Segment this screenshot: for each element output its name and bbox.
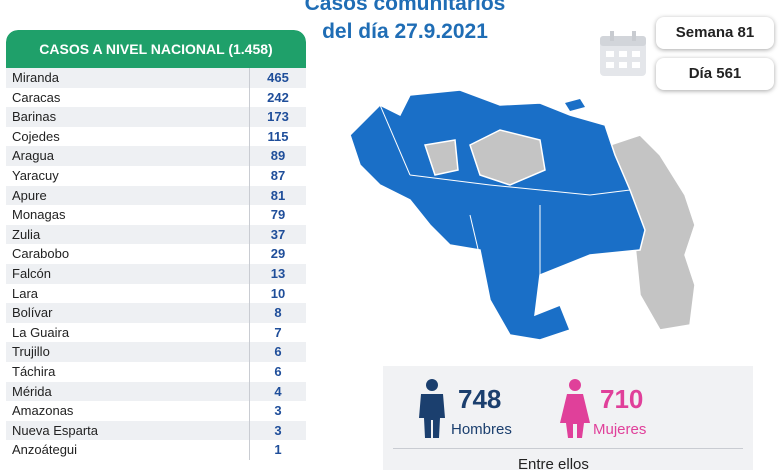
table-row: Falcón 13 [6, 263, 306, 284]
table-row: Apure 81 [6, 185, 306, 206]
table-row: Amazonas 3 [6, 401, 306, 421]
state-name: Táchira [6, 361, 250, 382]
case-count: 3 [274, 422, 282, 438]
state-name: Barinas [6, 107, 250, 127]
table-row: Trujillo 6 [6, 342, 306, 362]
state-name: Miranda [6, 68, 250, 88]
case-count: 115 [267, 128, 289, 144]
day-badge: Día 561 [656, 58, 774, 90]
state-name: Anzoátegui [6, 440, 250, 460]
women-label: Mujeres [593, 421, 647, 438]
map [349, 89, 696, 341]
state-name: Nueva Esparta [6, 420, 250, 441]
case-count: 3 [274, 403, 282, 419]
table-row: Miranda 465 [6, 68, 306, 88]
case-count: 29 [270, 246, 286, 262]
state-name: Trujillo [6, 342, 250, 362]
case-count: 7 [274, 324, 282, 340]
state-name: Cojedes [6, 126, 250, 147]
table-row: Táchira 6 [6, 361, 306, 382]
female-icon [560, 379, 590, 438]
table-row: Mérida 4 [6, 381, 306, 402]
week-badge: Semana 81 [656, 17, 774, 49]
women-count: 710 [600, 384, 644, 414]
case-count: 242 [267, 89, 289, 105]
state-name: Monagas [6, 205, 250, 225]
case-count: 89 [270, 148, 286, 164]
cases-table: CASOS A NIVEL NACIONAL (1.458) Miranda 46… [6, 30, 306, 460]
male-icon [419, 379, 445, 438]
state-name: La Guaira [6, 322, 250, 343]
state-name: Carabobo [6, 244, 250, 264]
state-name: Caracas [6, 87, 250, 108]
table-row: Nueva Esparta 3 [6, 420, 306, 441]
state-name: Bolívar [6, 303, 250, 323]
table-title: CASOS A NIVEL NACIONAL (1.458) [6, 30, 306, 68]
title: Casos comunitarios [304, 0, 506, 15]
men-count: 748 [458, 384, 502, 414]
case-count: 6 [274, 344, 282, 360]
table-row: Bolívar 8 [6, 303, 306, 323]
state-name: Zulia [6, 224, 250, 245]
table-row: Aragua 89 [6, 146, 306, 166]
table-row: Barinas 173 [6, 107, 306, 127]
table-row: Cojedes 115 [6, 126, 306, 147]
case-count: 79 [270, 207, 286, 223]
state-name: Falcón [6, 263, 250, 284]
state-name: Lara [6, 283, 250, 304]
state-name: Aragua [6, 146, 250, 166]
case-count: 4 [274, 383, 282, 399]
title: del día 27.9.2021 [322, 20, 488, 43]
case-count: 173 [267, 109, 289, 125]
case-count: 37 [270, 226, 286, 242]
men-label: Hombres [451, 421, 512, 438]
note: Entre ellos [518, 456, 589, 473]
state-name: Yaracuy [6, 165, 250, 186]
state-name: Apure [6, 185, 250, 206]
case-count: 465 [267, 70, 289, 85]
table-row: Zulia 37 [6, 224, 306, 245]
table-row: Yaracuy 87 [6, 165, 306, 186]
table-body: Miranda 465 Caracas 242 Barinas 173 Cojedes 115… [6, 68, 306, 460]
table-row: La Guaira 7 [6, 322, 306, 343]
calendar-icon [600, 31, 646, 76]
case-count: 10 [270, 285, 286, 301]
state-name: Mérida [6, 381, 250, 402]
table-row: Anzoátegui 1 [6, 440, 306, 460]
table-row: Carabobo 29 [6, 244, 306, 264]
case-count: 8 [274, 305, 282, 321]
case-count: 6 [274, 363, 282, 379]
table-row: Monagas 79 [6, 205, 306, 225]
gender-panel: 748 Hombres 710 Mujeres Entre ellos [383, 366, 753, 473]
case-count: 81 [270, 187, 286, 203]
table-row: Caracas 242 [6, 87, 306, 108]
state-name: Amazonas [6, 401, 250, 421]
case-count: 1 [274, 442, 282, 458]
case-count: 13 [270, 265, 286, 281]
table-row: Lara 10 [6, 283, 306, 304]
case-count: 87 [270, 167, 286, 183]
